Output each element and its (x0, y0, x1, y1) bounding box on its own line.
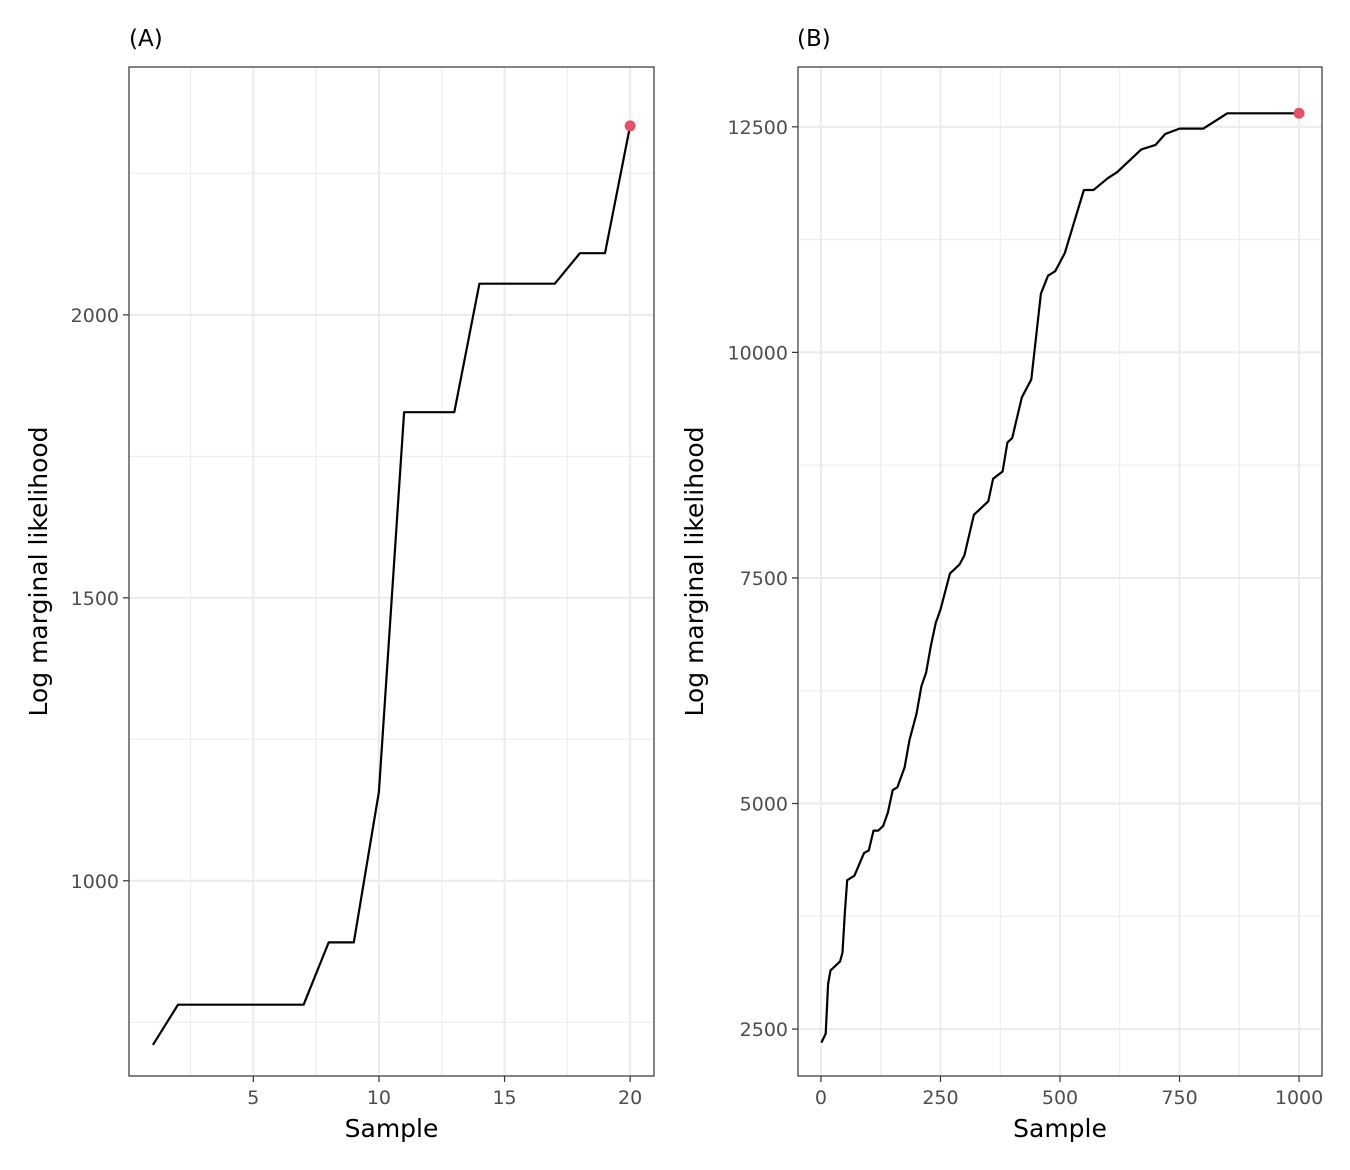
panel-tag: (A) (129, 26, 163, 52)
x-tick-label: 1000 (1275, 1087, 1323, 1109)
y-tick-label: 2000 (71, 305, 119, 327)
x-tick-label: 0 (815, 1087, 827, 1109)
x-tick-label: 5 (247, 1087, 259, 1109)
x-tick-label: 250 (922, 1087, 958, 1109)
x-tick-label: 15 (492, 1087, 516, 1109)
y-tick-label: 12500 (728, 117, 788, 139)
x-tick-label: 750 (1161, 1087, 1197, 1109)
y-tick-label: 2500 (740, 1019, 788, 1041)
x-tick-label: 10 (367, 1087, 391, 1109)
x-axis-title: Sample (345, 1114, 439, 1143)
y-axis-title: Log marginal likelihood (680, 426, 709, 716)
y-axis-title: Log marginal likelihood (24, 426, 53, 716)
chart-panel-a: 5 10 15 20 1000 1500 2000 Sample Log marginal li… (24, 26, 655, 1143)
panel-border (128, 66, 655, 1077)
x-tick-label: 20 (618, 1087, 642, 1109)
y-tick-label: 7500 (740, 568, 788, 590)
highlight-point (1293, 107, 1305, 119)
y-tick-label: 1500 (71, 588, 119, 610)
series-line (820, 112, 1300, 1044)
y-tick-label: 10000 (728, 342, 788, 364)
x-axis-title: Sample (1013, 1114, 1107, 1143)
highlight-point (624, 120, 636, 132)
panel-tag: (B) (797, 26, 831, 52)
series-line (151, 125, 632, 1046)
chart-panel-b: 0 250 500 750 1000 2500 5000 7500 10000 12500 Samp… (680, 26, 1323, 1143)
x-tick-label: 500 (1042, 1087, 1078, 1109)
y-tick-label: 1000 (71, 871, 119, 893)
y-tick-label: 5000 (740, 794, 788, 816)
